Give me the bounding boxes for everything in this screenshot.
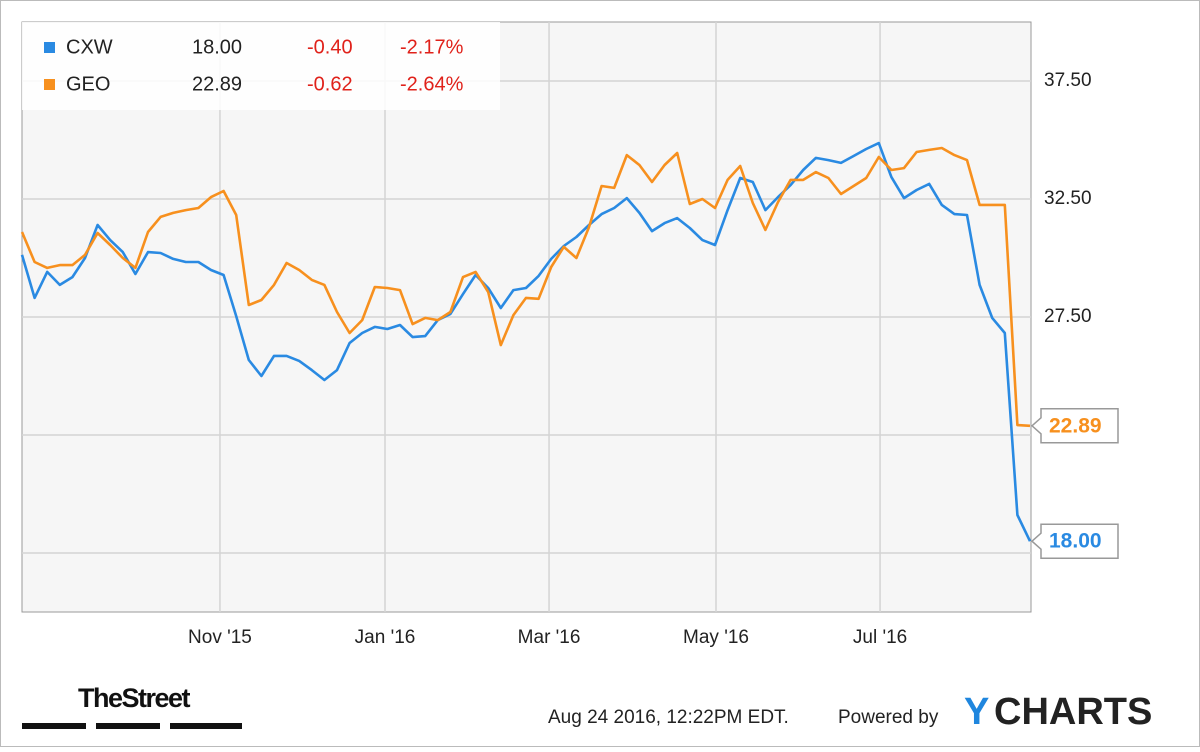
- axes: 27.50 32.50 37.50 Nov '15 Jan '16 Mar '16 May …: [188, 70, 1119, 648]
- x-tick-label: Nov '15: [188, 627, 252, 648]
- x-tick-label: Jul '16: [853, 627, 907, 648]
- legend-name: CXW: [66, 36, 113, 58]
- x-tick-label: Jan '16: [355, 627, 416, 648]
- logo-bar: [96, 723, 160, 729]
- legend-swatch: [44, 42, 55, 53]
- end-tag: [1030, 408, 1119, 444]
- series-line: [20, 146, 1031, 428]
- legend-name: GEO: [66, 73, 110, 95]
- legend-change: -0.40: [307, 36, 353, 58]
- legend-swatch: [44, 79, 55, 90]
- y-tick-label: 27.50: [1044, 306, 1092, 327]
- logo-mark: Y: [964, 691, 989, 733]
- x-tick-label: May '16: [683, 627, 749, 648]
- y-tick-label: 37.50: [1044, 70, 1092, 91]
- end-tag-label: 22.89: [1049, 414, 1102, 437]
- legend-price: 22.89: [192, 73, 242, 95]
- legend-change: -0.62: [307, 73, 353, 95]
- timestamp: Aug 24 2016, 12:22PM EDT.: [548, 707, 789, 728]
- legend-box: [22, 22, 500, 110]
- legend-change-pct: -2.17%: [400, 36, 464, 58]
- powered-by: Powered by: [838, 707, 939, 728]
- logo-text: CHARTS: [994, 691, 1152, 733]
- legend-price: 18.00: [192, 36, 242, 58]
- series-line: [20, 141, 1032, 542]
- legend: CXW 18.00 -0.40 -2.17% GEO 22.89 -0.62 -2.64%: [22, 22, 500, 110]
- end-tag-label: 18.00: [1049, 530, 1102, 553]
- publisher-logo: TheStreet: [78, 683, 191, 713]
- logo-bar: [170, 723, 242, 729]
- legend-change-pct: -2.64%: [400, 73, 464, 95]
- logo-bar: [22, 723, 86, 729]
- y-tick-label: 32.50: [1044, 188, 1092, 209]
- lines: [20, 141, 1032, 542]
- footer: TheStreet Aug 24 2016, 12:22PM EDT. Powe…: [22, 683, 1152, 733]
- x-tick-label: Mar '16: [518, 627, 581, 648]
- end-tag: [1030, 523, 1119, 559]
